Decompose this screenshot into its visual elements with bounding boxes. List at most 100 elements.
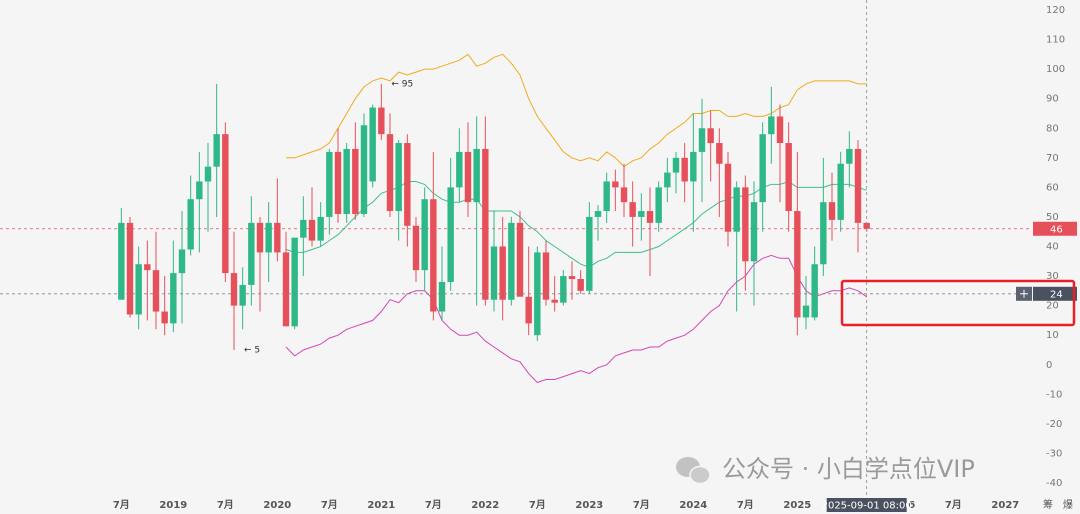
x-tick-label: 7月: [945, 499, 962, 511]
band-middle: [285, 180, 867, 268]
candle-body: [213, 134, 220, 167]
y-tick-label: 20: [1046, 301, 1059, 312]
crosshair-price-label: 24: [1050, 289, 1063, 300]
candle-body: [352, 148, 359, 214]
candle-body: [785, 143, 792, 212]
candle-body: [499, 246, 506, 300]
watermark-icon: [676, 457, 711, 485]
candle-body: [144, 264, 151, 271]
candle-body: [724, 163, 732, 232]
candle-body: [863, 222, 870, 229]
candle-body: [568, 276, 576, 280]
candle-body: [733, 187, 740, 232]
toolbar-button[interactable]: 筹: [1043, 498, 1053, 511]
candle-body: [698, 128, 706, 152]
x-tick-label: 7月: [633, 499, 650, 511]
candle-body: [672, 157, 680, 173]
candle-body: [811, 264, 818, 318]
candle-body: [378, 107, 385, 135]
y-tick-label: -20: [1046, 419, 1062, 430]
annotation: ← 5: [244, 345, 260, 355]
candle-body: [343, 148, 350, 214]
candle-body: [300, 219, 307, 238]
y-tick-label: 0: [1046, 360, 1052, 371]
x-tick-label: 7月: [737, 499, 754, 511]
candle-body: [386, 134, 394, 212]
candle-body: [525, 296, 532, 324]
y-tick-label: 80: [1046, 123, 1059, 134]
candle-body: [265, 222, 272, 253]
candle-body: [369, 107, 376, 182]
y-tick-label: 60: [1046, 182, 1059, 193]
x-tick-label: 7月: [321, 499, 338, 511]
candle-body: [118, 222, 125, 300]
candle-body: [456, 151, 463, 188]
annotation: ← 95: [391, 79, 413, 89]
candle-body: [646, 211, 654, 223]
candle-body: [768, 116, 775, 135]
candle-body: [620, 187, 628, 203]
candle-body: [742, 187, 749, 262]
last-price-tag: [1033, 221, 1077, 236]
candle-body: [178, 249, 186, 274]
candle-body: [490, 246, 498, 300]
y-tick-label: -10: [1046, 389, 1062, 400]
candle-body: [820, 202, 827, 265]
x-tick-label: 2022: [471, 500, 499, 511]
candle-body: [828, 202, 836, 220]
candle-body: [638, 211, 645, 217]
x-tick-label: 2023: [575, 500, 603, 511]
candle-body: [577, 279, 584, 291]
y-tick-label: -30: [1046, 448, 1062, 459]
candle-body: [291, 237, 298, 327]
candle-body: [404, 143, 411, 226]
candle-body: [230, 273, 238, 306]
candle-body: [794, 211, 801, 318]
candle-body: [421, 199, 428, 271]
y-tick-label: 40: [1046, 242, 1059, 253]
x-tick-label: 7月: [113, 499, 130, 511]
candle-body: [586, 216, 593, 291]
highlight-box: [840, 279, 1076, 327]
candle-body: [473, 148, 480, 203]
x-tick-label: 2021: [367, 500, 395, 511]
candle-body: [274, 222, 281, 253]
candle-body: [707, 128, 714, 144]
candle-body: [222, 134, 229, 274]
candle-body: [126, 222, 134, 315]
x-tick-label: 7月: [529, 499, 546, 511]
candle-body: [464, 151, 472, 203]
candle-body: [837, 163, 844, 220]
candle-body: [360, 125, 368, 214]
candle-body: [204, 166, 212, 182]
candle-body: [447, 187, 454, 282]
candle-body: [750, 202, 758, 262]
toolbar-button[interactable]: 爆: [1063, 499, 1073, 511]
candle-body: [802, 305, 810, 318]
candle-body: [560, 276, 567, 303]
last-price-label: 46: [1050, 224, 1063, 235]
candle-body: [326, 151, 333, 217]
x-tick-label: 2019: [159, 500, 187, 511]
candle-body: [438, 281, 446, 312]
candle-body: [395, 143, 402, 212]
candle-body: [612, 181, 619, 188]
candle-body: [655, 187, 662, 223]
y-tick-label: 10: [1046, 330, 1059, 341]
y-tick-label: 120: [1046, 5, 1065, 16]
candle-body: [308, 219, 316, 241]
y-tick-label: 30: [1046, 271, 1059, 282]
y-tick-label: 110: [1046, 35, 1065, 46]
x-tick-label: 7月: [425, 499, 442, 511]
candle-body: [430, 199, 437, 312]
x-tick-label: 7月: [217, 499, 234, 511]
candle-body: [152, 270, 160, 312]
candle-body: [135, 264, 142, 315]
x-tick-label: 2027: [991, 500, 1019, 511]
candle-body: [282, 252, 290, 327]
candle-body: [196, 181, 203, 200]
candle-body: [239, 284, 246, 306]
crosshair-date: 2025-09-01 08:00: [822, 501, 912, 512]
candle-body: [170, 273, 177, 324]
candle-body: [334, 151, 342, 214]
